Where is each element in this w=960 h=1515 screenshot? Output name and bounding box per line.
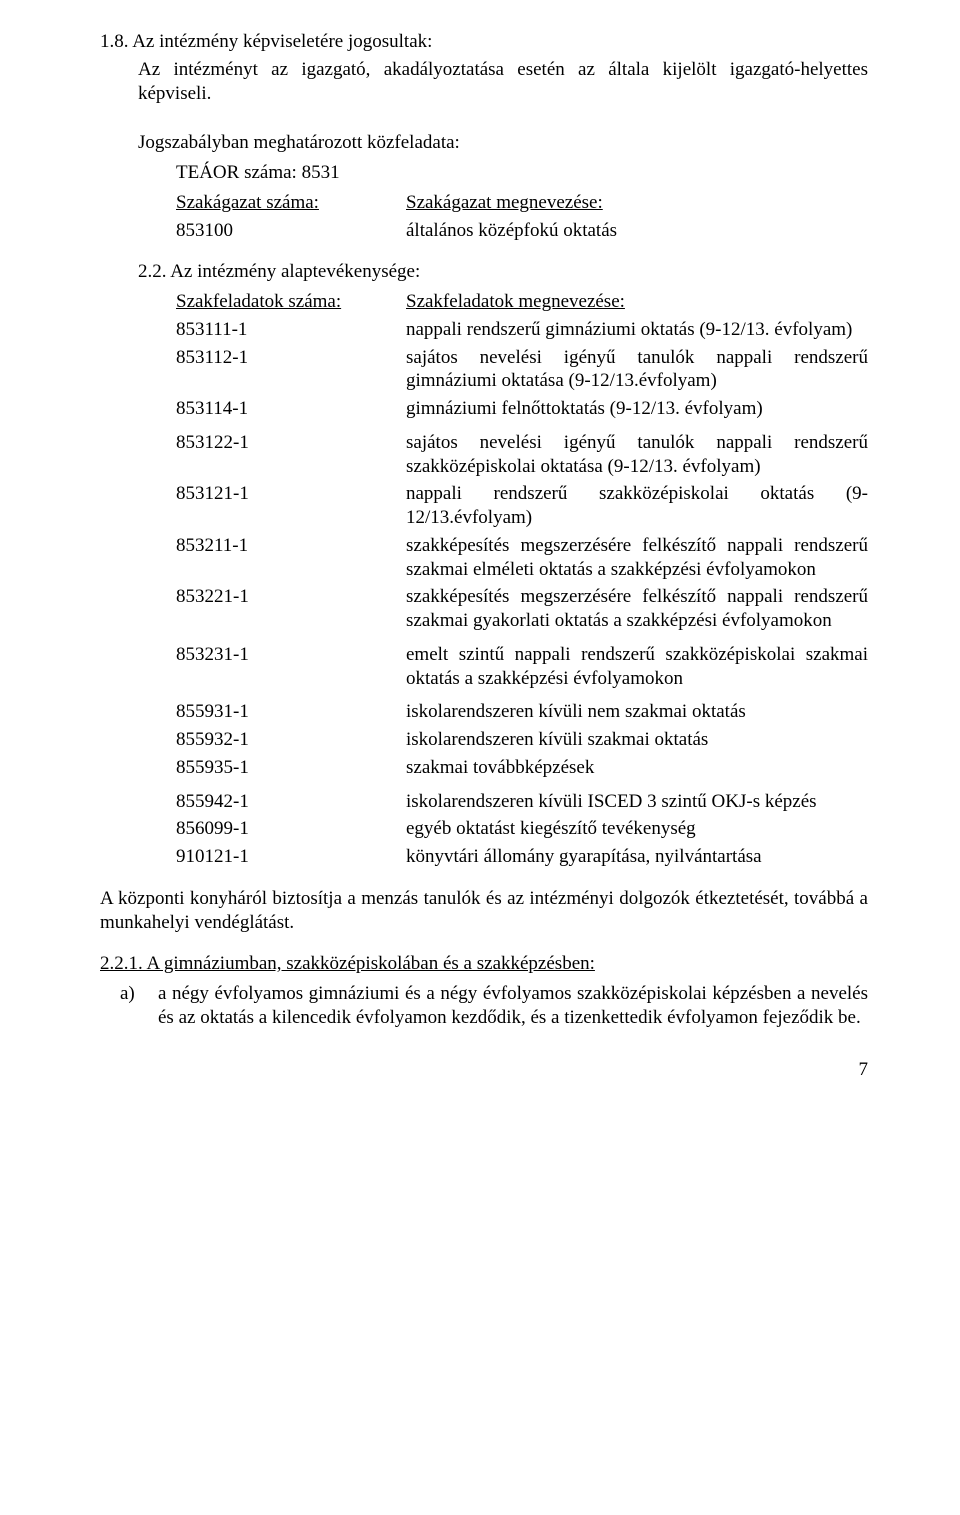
szakfeladat-row: 855931-1iskolarendszeren kívüli nem szak… xyxy=(176,700,868,724)
szakfeladat-code: 856099-1 xyxy=(176,817,406,841)
list-marker-a: a) xyxy=(100,982,158,1030)
szakfeladat-row: 856099-1egyéb oktatást kiegészítő tevéke… xyxy=(176,817,868,841)
szakfeladat-row: 853112-1sajátos nevelési igényű tanulók … xyxy=(176,346,868,394)
szakfeladat-row: 855935-1szakmai továbbképzések xyxy=(176,756,868,780)
section-2-2-heading: 2.2. Az intézmény alaptevékenysége: xyxy=(100,260,868,284)
szakfeladat-code: 853211-1 xyxy=(176,534,406,582)
list-item-a: a) a négy évfolyamos gimnáziumi és a nég… xyxy=(100,982,868,1030)
szakfeladat-row: 910121-1könyvtári állomány gyarapítása, … xyxy=(176,845,868,869)
kitchen-paragraph: A központi konyháról biztosítja a menzás… xyxy=(100,887,868,935)
szakfeladat-row: 853111-1nappali rendszerű gimnáziumi okt… xyxy=(176,318,868,342)
szakfeladat-row: 853122-1sajátos nevelési igényű tanulók … xyxy=(176,431,868,479)
szakfeladat-code: 853112-1 xyxy=(176,346,406,394)
szakfeladat-code: 853121-1 xyxy=(176,482,406,530)
szakfeladatok-szama-label: Szakfeladatok száma: xyxy=(176,291,341,312)
szakfeladat-row: 855942-1iskolarendszeren kívüli ISCED 3 … xyxy=(176,790,868,814)
szakfeladat-row: 853221-1szakképesítés megszerzésére felk… xyxy=(176,585,868,633)
szakagazat-megnevezese-label: Szakágazat megnevezése: xyxy=(406,192,603,213)
szakfeladat-desc: iskolarendszeren kívüli nem szakmai okta… xyxy=(406,700,868,724)
szakfeladat-code: 853122-1 xyxy=(176,431,406,479)
szakfeladat-row: 855932-1iskolarendszeren kívüli szakmai … xyxy=(176,728,868,752)
szakfeladat-row: 853121-1nappali rendszerű szakközépiskol… xyxy=(176,482,868,530)
section-1-8-body: Az intézményt az igazgató, akadályoztatá… xyxy=(100,58,868,106)
szakfeladat-code: 855931-1 xyxy=(176,700,406,724)
szakfeladat-desc: iskolarendszeren kívüli szakmai oktatás xyxy=(406,728,868,752)
szakfeladat-code: 855932-1 xyxy=(176,728,406,752)
szakfeladat-code: 853231-1 xyxy=(176,643,406,691)
szakfeladat-row: 853231-1emelt szintű nappali rendszerű s… xyxy=(176,643,868,691)
szakagazat-megnevezese-value: általános középfokú oktatás xyxy=(406,219,868,243)
szakfeladat-desc: iskolarendszeren kívüli ISCED 3 szintű O… xyxy=(406,790,868,814)
szakagazat-szama-value: 853100 xyxy=(176,219,406,243)
list-body-a: a négy évfolyamos gimnáziumi és a négy é… xyxy=(158,982,868,1030)
szakfeladat-code: 853221-1 xyxy=(176,585,406,633)
section-2-2-1-heading: 2.2.1. A gimnáziumban, szakközépiskolába… xyxy=(100,952,868,976)
jog-heading: Jogszabályban meghatározott közfeladata: xyxy=(100,131,868,155)
szakfeladat-desc: szakképesítés megszerzésére felkészítő n… xyxy=(406,585,868,633)
szakfeladat-code: 855935-1 xyxy=(176,756,406,780)
szakfeladat-desc: sajátos nevelési igényű tanulók nappali … xyxy=(406,346,868,394)
szakfeladat-code: 853114-1 xyxy=(176,397,406,421)
szakfeladat-code: 853111-1 xyxy=(176,318,406,342)
szakfeladat-desc: könyvtári állomány gyarapítása, nyilvánt… xyxy=(406,845,868,869)
szakfeladat-desc: szakképesítés megszerzésére felkészítő n… xyxy=(406,534,868,582)
szakfeladatok-megnevezese-label: Szakfeladatok megnevezése: xyxy=(406,291,625,312)
section-1-8-heading: 1.8. Az intézmény képviseletére jogosult… xyxy=(100,30,868,54)
szakfeladat-code: 855942-1 xyxy=(176,790,406,814)
teaor-line: TEÁOR száma: 8531 xyxy=(100,161,868,185)
szakfeladat-desc: emelt szintű nappali rendszerű szakközép… xyxy=(406,643,868,691)
szakfeladat-desc: nappali rendszerű gimnáziumi oktatás (9-… xyxy=(406,318,868,342)
szakfeladat-desc: nappali rendszerű szakközépiskolai oktat… xyxy=(406,482,868,530)
szakfeladat-desc: gimnáziumi felnőttoktatás (9-12/13. évfo… xyxy=(406,397,868,421)
szakfeladat-code: 910121-1 xyxy=(176,845,406,869)
szakfeladat-desc: szakmai továbbképzések xyxy=(406,756,868,780)
szakagazat-szama-label: Szakágazat száma: xyxy=(176,192,319,213)
szakfeladat-row: 853114-1gimnáziumi felnőttoktatás (9-12/… xyxy=(176,397,868,421)
page-number: 7 xyxy=(100,1058,868,1082)
szakfeladat-desc: sajátos nevelési igényű tanulók nappali … xyxy=(406,431,868,479)
szakfeladat-row: 853211-1szakképesítés megszerzésére felk… xyxy=(176,534,868,582)
szakfeladat-desc: egyéb oktatást kiegészítő tevékenység xyxy=(406,817,868,841)
